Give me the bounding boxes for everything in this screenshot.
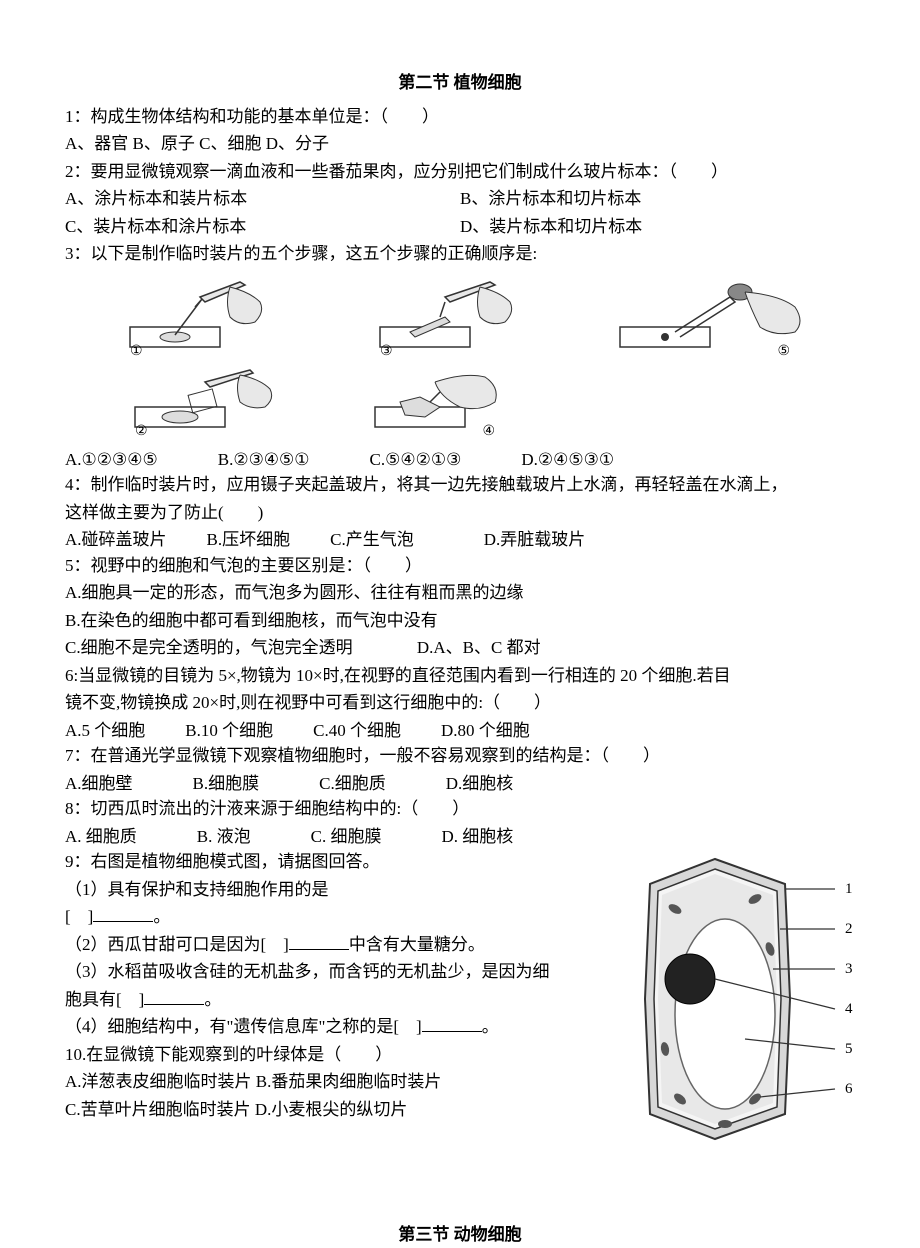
q3-label1: ①: [130, 341, 143, 362]
q9-blank1[interactable]: [93, 905, 153, 922]
q3-options: A.①②③④⑤ B.②③④⑤① C.⑤④②①③ D.②④⑤③①: [65, 447, 855, 473]
q4-stem2: 这样做主要为了防止( ): [65, 500, 855, 526]
q9-p4b: 。: [482, 1017, 499, 1036]
q4-optB: B.压坏细胞: [207, 527, 291, 553]
cell-label-3: 3: [845, 961, 853, 977]
q6-optD: D.80 个细胞: [441, 718, 530, 744]
q7-optB: B.细胞膜: [193, 771, 260, 797]
q2-options-row1: A、涂片标本和装片标本 B、涂片标本和切片标本: [65, 186, 855, 212]
q9-stem: 9：右图是植物细胞模式图，请据图回答。: [65, 849, 625, 875]
q3-fig2: ②: [105, 367, 285, 437]
cell-label-5: 5: [845, 1041, 853, 1057]
plant-cell-diagram: 1 2 3 4 5 6: [625, 849, 875, 1157]
slide-place-icon: [350, 277, 530, 357]
q8-optB: B. 液泡: [197, 824, 251, 850]
q9-p1c: 。: [153, 907, 170, 926]
q6-stem1: 6:当显微镜的目镜为 5×,物镜为 10×时,在视野的直径范围内看到一行相连的 …: [65, 663, 855, 689]
section3-title: 第三节 动物细胞: [65, 1222, 855, 1248]
q3-stem: 3：以下是制作临时装片的五个步骤，这五个步骤的正确顺序是:: [65, 241, 855, 267]
q9-p3c: 。: [204, 990, 221, 1009]
q4-stem1: 4：制作临时装片时，应用镊子夹起盖玻片，将其一边先接触载玻片上水滴，再轻轻盖在水…: [65, 472, 855, 498]
q10-stem: 10.在显微镜下能观察到的叶绿体是（ ）: [65, 1042, 625, 1068]
q2-optC: C、装片标本和涂片标本: [65, 214, 460, 240]
q9-blank2[interactable]: [289, 933, 349, 950]
q10-line2: C.苦草叶片细胞临时装片 D.小麦根尖的纵切片: [65, 1097, 625, 1123]
slide-cover-icon: [105, 367, 285, 437]
q3-label3: ③: [380, 341, 393, 362]
q9-p2b: 中含有大量糖分。: [349, 935, 485, 954]
q3-figures-top: ① ③ ⑤: [65, 277, 855, 357]
q1-options: A、器官 B、原子 C、细胞 D、分子: [65, 131, 855, 157]
q5-stem: 5：视野中的细胞和气泡的主要区别是：（ ）: [65, 553, 855, 579]
q9-blank3[interactable]: [144, 988, 204, 1005]
q7-optD: D.细胞核: [446, 771, 514, 797]
q3-figures-bottom: ② ④: [65, 367, 855, 437]
q7-optC: C.细胞质: [319, 771, 386, 797]
q9-p4a: （4）细胞结构中，有"遗传信息库"之称的是[ ]: [65, 1017, 422, 1036]
q5-optD: D.A、B、C 都对: [417, 638, 541, 657]
q2-optB: B、涂片标本和切片标本: [460, 186, 855, 212]
q3-optD: D.②④⑤③①: [521, 447, 614, 473]
q5-optC: C.细胞不是完全透明的，气泡完全透明: [65, 638, 353, 657]
slide-wipe-icon: [345, 367, 525, 437]
q5-optCD: C.细胞不是完全透明的，气泡完全透明 D.A、B、C 都对: [65, 635, 855, 661]
cell-label-1: 1: [845, 881, 853, 897]
q3-fig3: ③: [350, 277, 530, 357]
slide-drop-icon: [100, 277, 280, 357]
q2-stem: 2：要用显微镜观察一滴血液和一些番茄果肉，应分别把它们制成什么玻片标本：（ ）: [65, 159, 855, 185]
q9-text-block: 9：右图是植物细胞模式图，请据图回答。 （1）具有保护和支持细胞作用的是 [ ]…: [65, 849, 625, 1122]
q8-optD: D. 细胞核: [441, 824, 513, 850]
plant-cell-icon: 1 2 3 4 5 6: [625, 849, 875, 1149]
q8-stem: 8：切西瓜时流出的汁液来源于细胞结构中的:（ ）: [65, 796, 855, 822]
q6-optA: A.5 个细胞: [65, 718, 145, 744]
cell-label-4: 4: [845, 1001, 853, 1017]
q9-p3a: （3）水稻苗吸收含硅的无机盐多，而含钙的无机盐少，是因为细: [65, 959, 625, 985]
q9-blank4[interactable]: [422, 1015, 482, 1032]
q7-stem: 7：在普通光学显微镜下观察植物细胞时，一般不容易观察到的结构是：（ ）: [65, 743, 855, 769]
q9-p1-line: [ ] 。: [65, 904, 625, 930]
q8-optA: A. 细胞质: [65, 824, 137, 850]
q3-optB: B.②③④⑤①: [218, 447, 310, 473]
q4-optC: C.产生气泡: [330, 527, 414, 553]
q9-container: 9：右图是植物细胞模式图，请据图回答。 （1）具有保护和支持细胞作用的是 [ ]…: [65, 849, 855, 1122]
q5-optA: A.细胞具一定的形态，而气泡多为圆形、往往有粗而黑的边缘: [65, 580, 855, 606]
q5-optB: B.在染色的细胞中都可看到细胞核，而气泡中没有: [65, 608, 855, 634]
q3-optC: C.⑤④②①③: [370, 447, 462, 473]
q1-stem: 1：构成生物体结构和功能的基本单位是：（ ）: [65, 104, 855, 130]
q3-fig1: ①: [100, 277, 280, 357]
q7-optA: A.细胞壁: [65, 771, 133, 797]
q9-p3b: 胞具有[ ]: [65, 990, 144, 1009]
q9-p2: （2）西瓜甘甜可口是因为[ ]: [65, 935, 289, 954]
q8-optC: C. 细胞膜: [311, 824, 382, 850]
q6-optC: C.40 个细胞: [313, 718, 401, 744]
q10-line1: A.洋葱表皮细胞临时装片 B.番茄果肉细胞临时装片: [65, 1069, 625, 1095]
q9-p3-line: 胞具有[ ] 。: [65, 987, 625, 1013]
cell-label-6: 6: [845, 1081, 853, 1097]
q9-p1a: （1）具有保护和支持细胞作用的是: [65, 877, 625, 903]
q4-optA: A.碰碎盖玻片: [65, 527, 167, 553]
q7-options: A.细胞壁 B.细胞膜 C.细胞质 D.细胞核: [65, 771, 855, 797]
q4-optD: D.弄脏载玻片: [484, 527, 586, 553]
q3-label2: ②: [135, 421, 148, 442]
q8-options: A. 细胞质 B. 液泡 C. 细胞膜 D. 细胞核: [65, 824, 855, 850]
q4-options: A.碰碎盖玻片 B.压坏细胞 C.产生气泡 D.弄脏载玻片: [65, 527, 855, 553]
q3-optA: A.①②③④⑤: [65, 447, 158, 473]
q2-optA: A、涂片标本和装片标本: [65, 186, 460, 212]
q6-stem2: 镜不变,物镜换成 20×时,则在视野中可看到这行细胞中的:（ ）: [65, 690, 855, 716]
q3-label4: ④: [482, 421, 495, 442]
section-title: 第二节 植物细胞: [65, 70, 855, 96]
q6-options: A.5 个细胞 B.10 个细胞 C.40 个细胞 D.80 个细胞: [65, 718, 855, 744]
q9-p1b: [ ]: [65, 907, 93, 926]
q3-fig4: ④: [345, 367, 525, 437]
q9-p4-line: （4）细胞结构中，有"遗传信息库"之称的是[ ] 。: [65, 1014, 625, 1040]
cell-label-2: 2: [845, 921, 853, 937]
q3-fig5: ⑤: [600, 277, 820, 357]
q3-label5: ⑤: [777, 341, 790, 362]
q2-optD: D、装片标本和切片标本: [460, 214, 855, 240]
q9-p2-line: （2）西瓜甘甜可口是因为[ ] 中含有大量糖分。: [65, 932, 625, 958]
q6-optB: B.10 个细胞: [185, 718, 273, 744]
q2-options-row2: C、装片标本和涂片标本 D、装片标本和切片标本: [65, 214, 855, 240]
